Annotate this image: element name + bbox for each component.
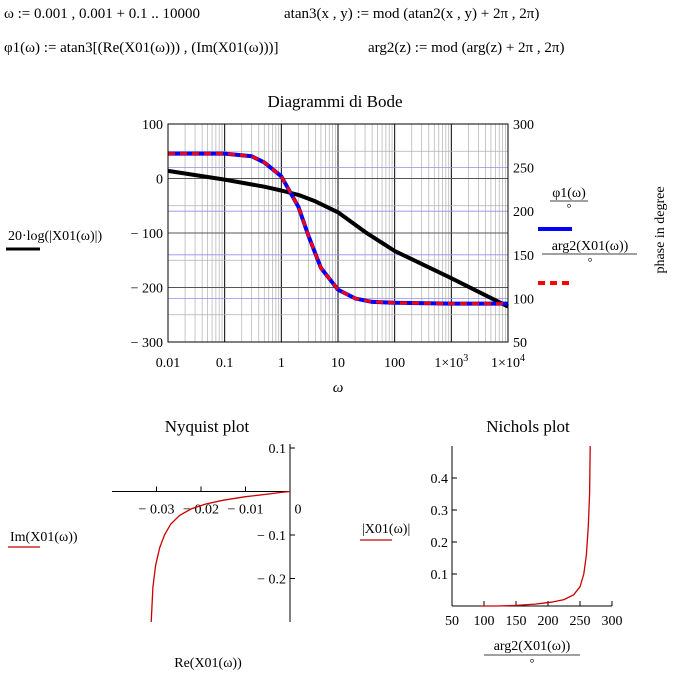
bode-title: Diagrammi di Bode <box>267 92 402 111</box>
bode-series-line <box>168 152 508 306</box>
legend-arg2: arg2(X01(ω)) ° <box>538 239 637 285</box>
nyquist-y-tick-label: 0.1 <box>269 442 287 457</box>
nyquist-x-tick-label: − 0.01 <box>228 503 264 518</box>
legend-arg2-label: arg2(X01(ω)) <box>552 239 629 254</box>
nichols-curve <box>480 445 591 607</box>
nyquist-x-tick-label: − 0.03 <box>139 503 175 518</box>
bode-chart: Diagrammi di Bode 100 0 − 100 − 200 − 300 300… <box>6 92 668 396</box>
nyquist-curve <box>150 490 291 623</box>
bode-right-axis-label: phase in degree <box>653 186 668 273</box>
bode-left-tick-label: − 100 <box>131 227 163 242</box>
nichols-x-tick-label: 200 <box>538 614 559 629</box>
bode-left-tick-label: − 300 <box>131 336 163 351</box>
nichols-x-tick-label: 100 <box>474 614 495 629</box>
bode-series-line <box>167 168 509 309</box>
bode-left-tick-label: − 200 <box>131 282 163 297</box>
legend-arg2-unit: ° <box>588 255 593 269</box>
atan3-definition: atan3(x , y) := mod (atan2(x , y) + 2π ,… <box>284 6 540 22</box>
bode-x-tick-label: 10 <box>331 356 345 371</box>
bode-left-axis-label: 20·log(|X01(ω)|) <box>8 229 102 244</box>
bode-left-tick-label: 100 <box>142 118 163 133</box>
bode-right-tick-label: 100 <box>513 292 534 307</box>
nyquist-title: Nyquist plot <box>165 417 250 436</box>
nyquist-y-tick-label: − 0.1 <box>257 529 286 544</box>
nichols-y-tick-label: 0.4 <box>431 472 449 487</box>
bode-right-tick-label: 300 <box>513 118 534 133</box>
nyquist-y-axis-label: Im(X01(ω)) <box>10 530 78 545</box>
bode-x-tick-label: 1×103 <box>434 353 468 371</box>
nichols-y-tick-label: 0.2 <box>431 536 449 551</box>
nichols-x-axis-unit: ° <box>530 656 535 670</box>
bode-x-tick-label: 0.1 <box>216 356 234 371</box>
nichols-title: Nichols plot <box>486 417 570 436</box>
bode-x-tick-label: 1×104 <box>491 353 525 371</box>
nichols-x-tick-label: 50 <box>445 614 459 629</box>
bode-right-tick-label: 150 <box>513 249 534 264</box>
nyquist-x-tick-label: 0 <box>295 503 302 518</box>
legend-phi1-unit: ° <box>567 201 572 215</box>
nyquist-y-tick-label: − 0.2 <box>257 573 286 588</box>
bode-left-tick-label: 0 <box>156 173 163 188</box>
nyquist-chart: Nyquist plot − 0.03 − 0.02 − 0.01 0 0.1 − 0.1… <box>8 417 302 671</box>
bode-right-tick-label: 50 <box>513 336 527 351</box>
nichols-x-tick-label: 150 <box>506 614 527 629</box>
phi1-definition: φ1(ω) := atan3[(Re(X01(ω))) , (Im(X01(ω)… <box>4 40 279 56</box>
bode-x-axis-label: ω <box>333 380 344 396</box>
bode-x-tick-label: 1 <box>278 356 285 371</box>
legend-phi1-label: φ1(ω) <box>552 186 586 201</box>
bode-right-tick-label: 200 <box>513 205 534 220</box>
nyquist-x-tick-label: − 0.02 <box>183 503 219 518</box>
legend-phi1: φ1(ω) ° <box>538 186 588 231</box>
bode-plot-frame <box>167 123 509 343</box>
nichols-chart: Nichols plot 50 100 150 200 250 300 0.4 0.3 0.2 0… <box>360 417 623 670</box>
nichols-y-axis-label: |X01(ω)| <box>362 522 410 537</box>
bode-x-tick-label: 0.01 <box>156 356 181 371</box>
omega-range-definition: ω := 0.001 , 0.001 + 0.1 .. 10000 <box>4 6 200 22</box>
bode-right-tick-label: 250 <box>513 162 534 177</box>
nichols-y-tick-label: 0.3 <box>431 504 449 519</box>
nichols-x-tick-label: 300 <box>602 614 623 629</box>
nyquist-x-axis-label: Re(X01(ω)) <box>174 656 242 671</box>
nichols-y-tick-label: 0.1 <box>431 568 449 583</box>
arg2-definition: arg2(z) := mod (arg(z) + 2π , 2π) <box>368 40 565 56</box>
bode-x-tick-label: 100 <box>384 356 405 371</box>
nichols-x-tick-label: 250 <box>570 614 591 629</box>
nichols-x-axis-label: arg2(X01(ω)) <box>494 639 571 654</box>
